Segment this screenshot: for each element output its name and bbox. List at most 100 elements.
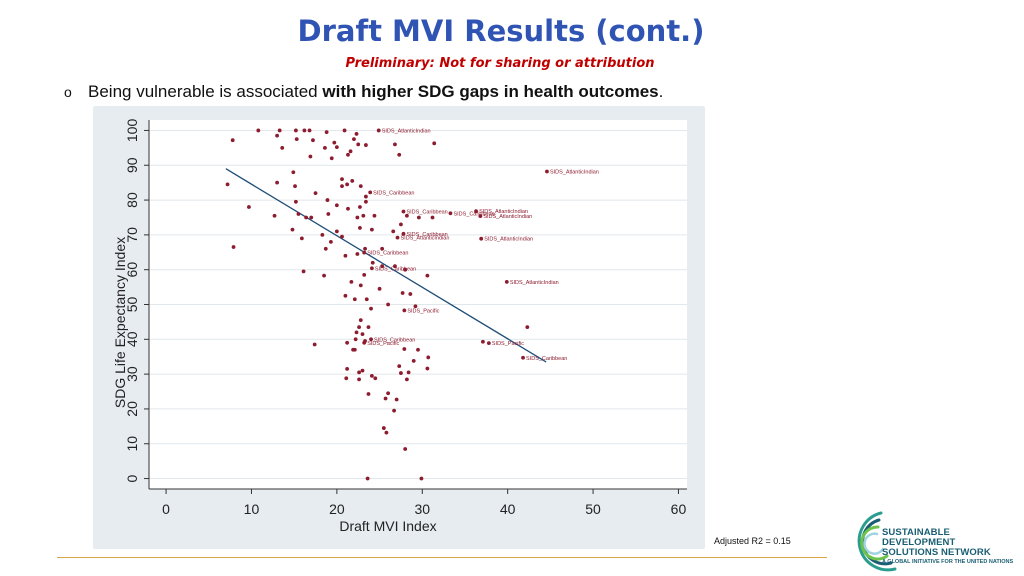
data-point — [350, 179, 355, 183]
labeled-data-point — [401, 209, 406, 214]
labeled-data-point — [369, 337, 373, 342]
y-axis-label: SDG Life Expectancy Index — [112, 237, 128, 408]
data-point — [355, 252, 360, 256]
data-point — [402, 347, 407, 351]
data-point — [404, 213, 409, 218]
data-point — [525, 325, 530, 330]
page-title: Draft MVI Results (cont.) — [297, 14, 705, 48]
labeled-data-point — [401, 231, 406, 236]
data-point — [323, 246, 328, 251]
x-tick-label: 60 — [671, 501, 687, 517]
data-point — [296, 212, 301, 216]
labeled-data-point — [478, 214, 483, 218]
data-point — [358, 205, 362, 209]
point-label: SIDS_Caribbean — [375, 266, 416, 272]
data-point — [397, 364, 402, 369]
data-point — [231, 245, 236, 249]
point-label: SIDS_AtlanticIndian — [510, 280, 559, 286]
y-tick-label: 50 — [124, 297, 140, 313]
data-point — [355, 215, 360, 220]
data-point — [332, 140, 337, 145]
data-point — [366, 325, 371, 330]
logo-line-2: SOLUTIONS NETWORK — [882, 547, 991, 558]
data-point — [373, 376, 378, 381]
data-point — [311, 138, 315, 143]
labeled-data-point — [474, 209, 478, 214]
point-label: SIDS_Caribbean — [453, 211, 494, 217]
point-label: SIDS_Caribbean — [406, 232, 447, 238]
data-point — [348, 149, 353, 154]
data-point — [369, 306, 373, 311]
data-point — [334, 145, 339, 150]
data-point — [352, 137, 356, 142]
data-point — [343, 253, 348, 258]
data-point — [408, 292, 413, 296]
data-point — [302, 128, 307, 133]
data-point — [426, 355, 431, 360]
data-point — [307, 128, 312, 133]
grid-lines — [149, 129, 687, 480]
point-label: SIDS_AtlanticIndian — [479, 209, 528, 215]
x-tick-label: 20 — [329, 501, 345, 517]
x-tick-label: 40 — [500, 501, 516, 517]
bullet-text-bold: with higher SDG gaps in health outcomes — [322, 82, 659, 101]
data-point — [345, 340, 350, 345]
data-point — [481, 339, 485, 344]
data-point — [377, 286, 382, 291]
data-point — [256, 128, 261, 133]
data-point — [357, 370, 361, 375]
data-point — [334, 229, 339, 234]
y-tick-label: 60 — [124, 262, 140, 278]
data-point — [411, 358, 416, 363]
data-point — [340, 184, 344, 189]
data-point — [353, 337, 358, 342]
bullet-point: o Being vulnerable is associated with hig… — [64, 82, 663, 102]
data-point — [334, 203, 339, 208]
y-tick-label: 20 — [124, 401, 140, 417]
data-point — [358, 283, 363, 288]
y-tick-label: 30 — [124, 366, 140, 382]
data-point — [393, 142, 397, 147]
data-point — [340, 177, 344, 182]
data-point — [425, 366, 430, 371]
data-point — [380, 246, 385, 251]
point-label: SIDS_AtlanticIndian — [484, 237, 533, 243]
sdsn-logo-text: SUSTAINABLE DEVELOPMENT SOLUTIONS NETWOR… — [882, 528, 1024, 567]
data-point — [309, 215, 314, 220]
data-point — [352, 297, 357, 302]
data-point — [432, 141, 437, 146]
data-point — [370, 260, 375, 265]
point-label: SIDS_Pacific — [492, 341, 524, 347]
data-point — [357, 325, 361, 330]
labeled-data-point — [504, 279, 509, 284]
bullet-marker: o — [64, 84, 72, 100]
data-point — [275, 180, 279, 185]
data-point — [383, 396, 388, 401]
data-point — [308, 154, 313, 159]
data-point — [343, 293, 348, 298]
labeled-data-point — [369, 266, 374, 271]
point-label: SIDS_Caribbean — [526, 356, 567, 362]
data-point — [403, 267, 408, 272]
data-point — [392, 408, 396, 413]
data-point — [230, 138, 235, 143]
data-point — [364, 194, 368, 199]
data-point — [299, 236, 304, 241]
data-point — [342, 128, 347, 133]
data-point — [404, 377, 409, 382]
labeled-data-point — [479, 236, 484, 241]
data-point — [313, 191, 318, 196]
data-point — [406, 370, 411, 375]
data-point — [397, 152, 402, 157]
data-point — [399, 371, 403, 375]
data-point — [366, 392, 371, 396]
point-label: SIDS_Caribbean — [373, 190, 414, 196]
data-point — [425, 273, 430, 278]
data-point — [393, 264, 397, 269]
data-point — [419, 476, 424, 481]
data-point — [301, 269, 306, 274]
data-point — [365, 476, 370, 481]
y-tick-label: 100 — [124, 119, 140, 143]
data-point — [386, 302, 391, 307]
x-axis-label: Draft MVI Index — [339, 518, 436, 534]
